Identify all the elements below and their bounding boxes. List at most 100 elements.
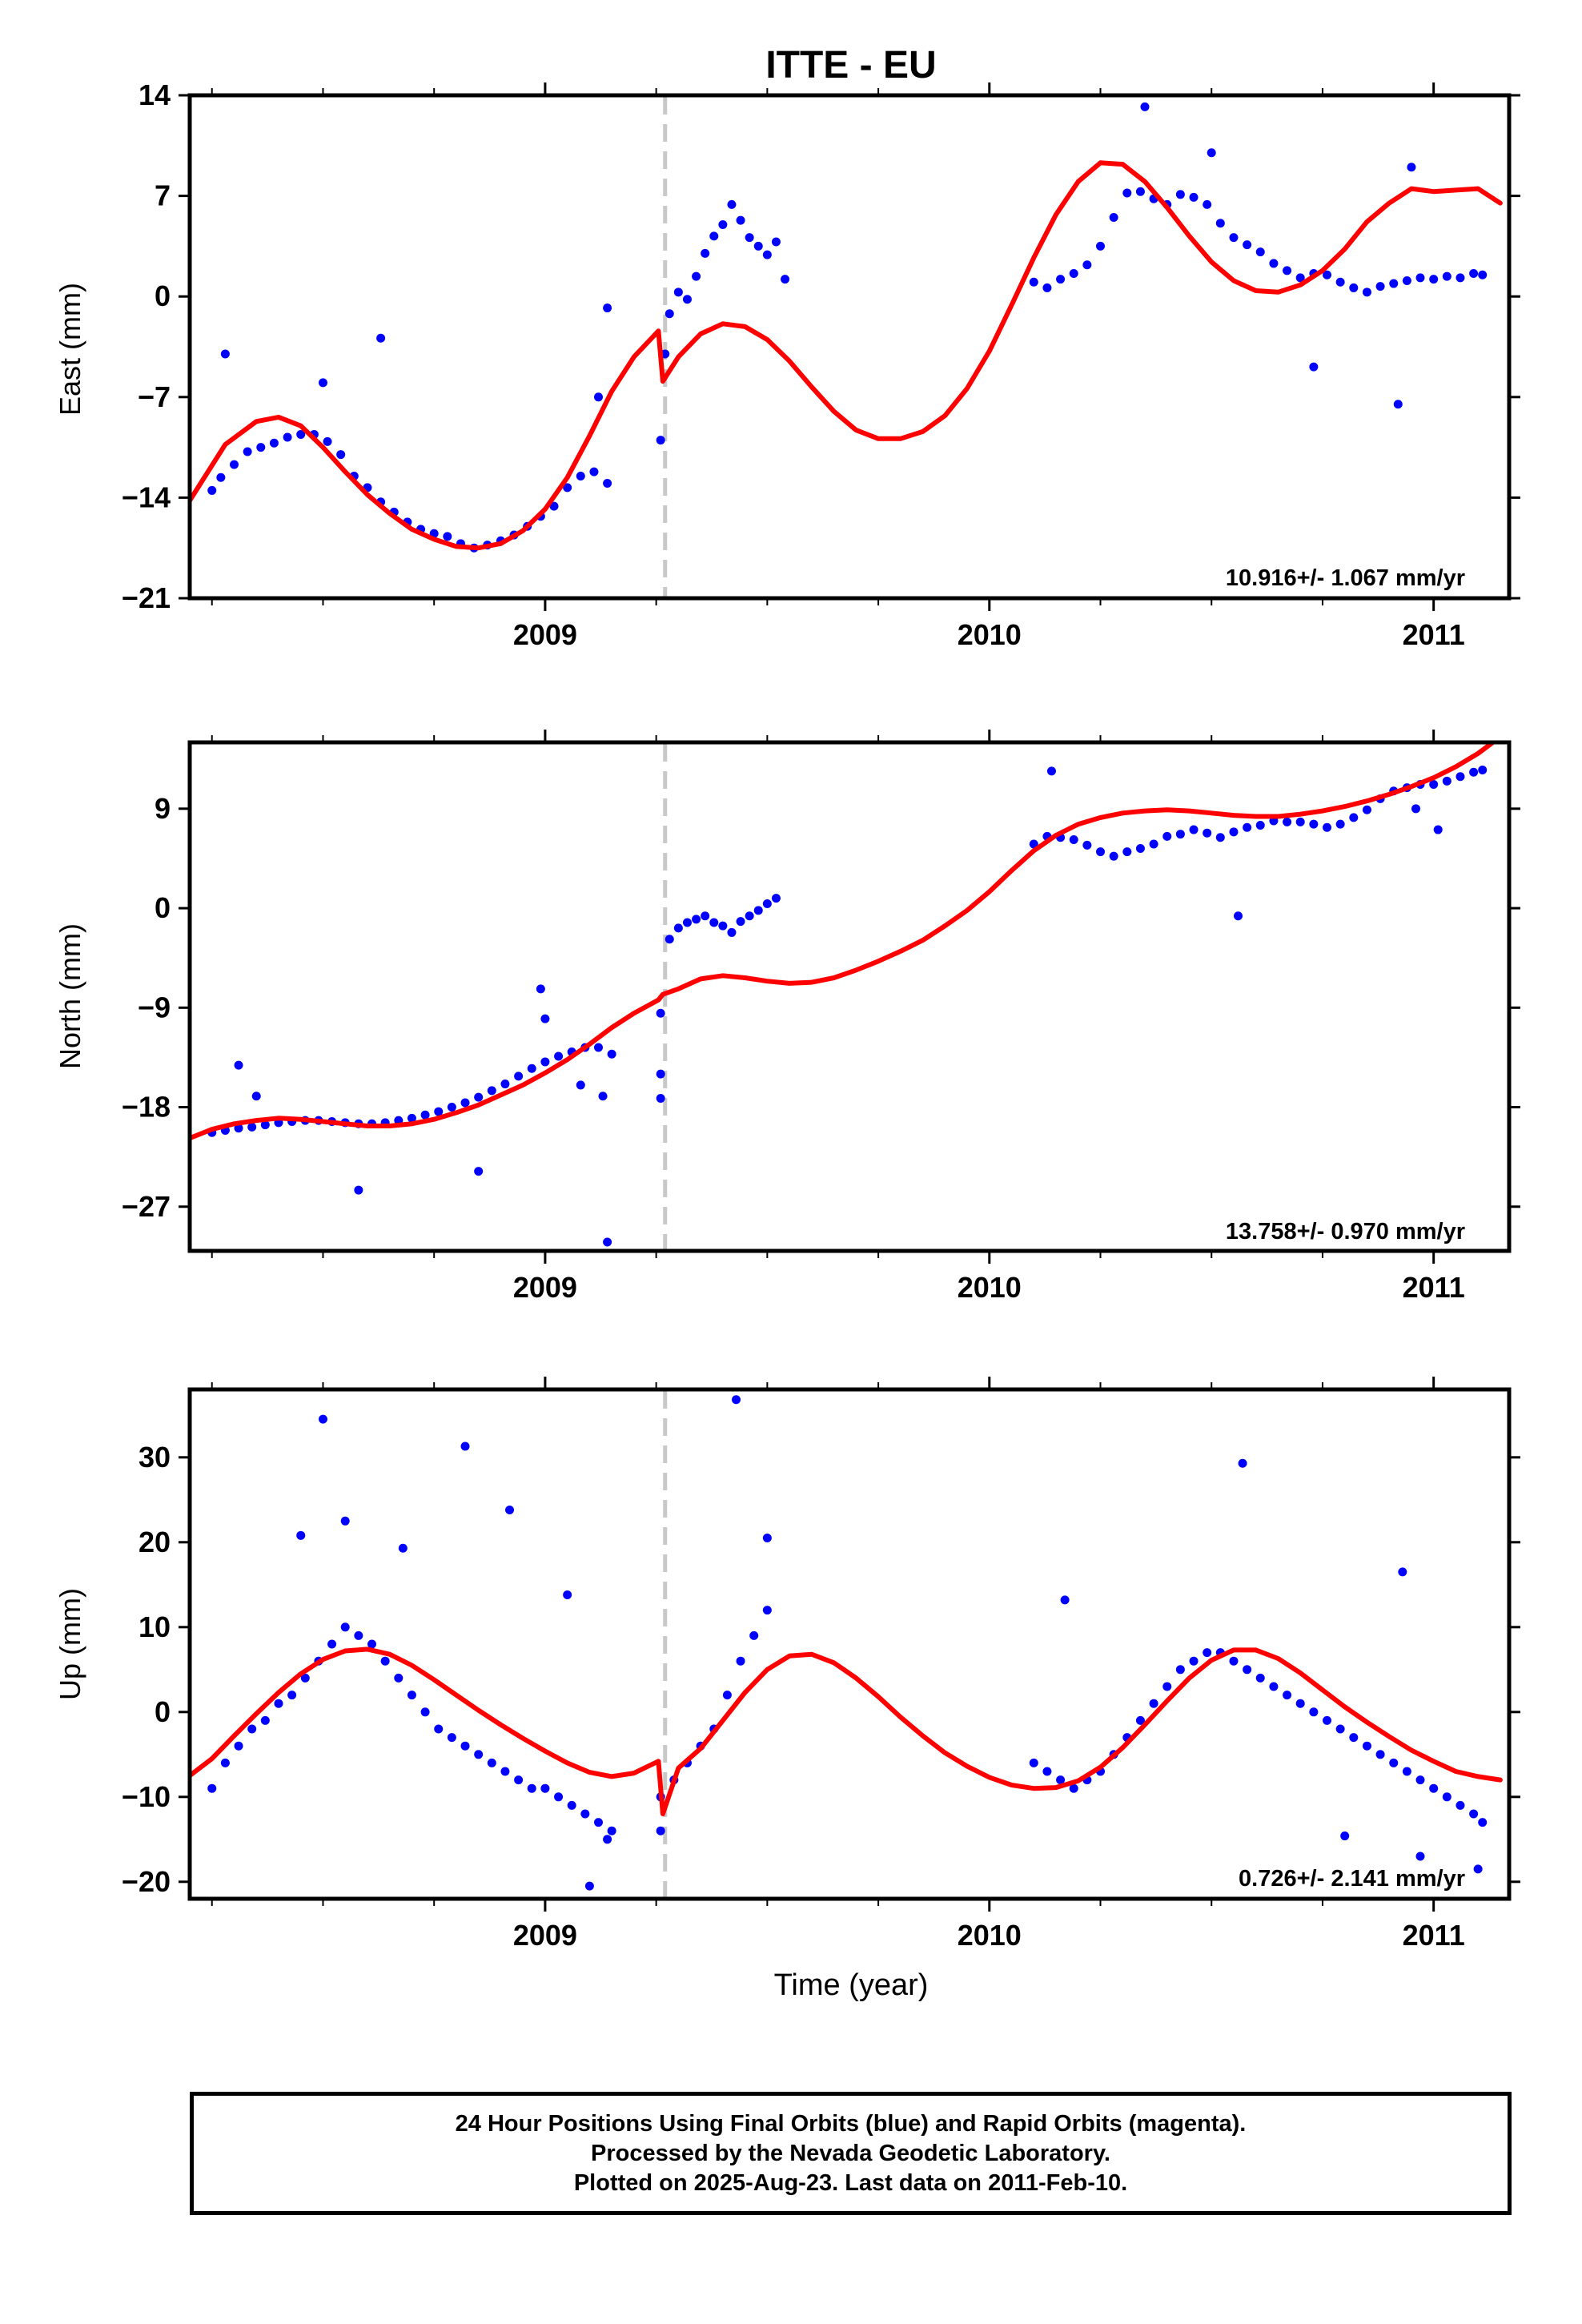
up-rate-label: 0.726+/- 2.141 mm/yr bbox=[1239, 1866, 1465, 1892]
north-data-point bbox=[1295, 817, 1305, 826]
east-data-point bbox=[701, 248, 710, 258]
up-data-point bbox=[749, 1630, 759, 1640]
north-data-point bbox=[354, 1185, 363, 1195]
east-data-point bbox=[673, 287, 683, 297]
up-data-point bbox=[540, 1783, 550, 1793]
east-data-point bbox=[1407, 163, 1416, 172]
north-data-point bbox=[1411, 804, 1420, 814]
up-data-point bbox=[1398, 1567, 1407, 1577]
up-ytick-label: −10 bbox=[122, 1780, 171, 1813]
north-ytick-label: 9 bbox=[155, 792, 171, 825]
east-data-point bbox=[1096, 241, 1106, 251]
north-frame bbox=[187, 740, 1512, 1253]
up-data-point bbox=[274, 1699, 283, 1708]
east-data-point bbox=[318, 378, 327, 388]
east-data-point bbox=[1140, 102, 1150, 111]
north-data-point bbox=[576, 1080, 585, 1090]
north-panel: North (mm) 13.758+/- 0.970 mm/yr 9 0 −9 −18… bbox=[54, 730, 1520, 1304]
north-ytick-label: −18 bbox=[122, 1091, 171, 1124]
up-data-point bbox=[260, 1715, 270, 1725]
east-data-point bbox=[745, 233, 754, 243]
east-data-point bbox=[753, 241, 763, 251]
up-data-point bbox=[1322, 1715, 1331, 1725]
up-data-point bbox=[1135, 1715, 1145, 1725]
east-data-point bbox=[1109, 213, 1118, 223]
north-data-point bbox=[682, 918, 692, 927]
north-data-point bbox=[527, 1063, 536, 1073]
east-data-point bbox=[1069, 268, 1078, 278]
north-data-point bbox=[1109, 851, 1118, 861]
up-xtick-label: 2011 bbox=[1403, 1919, 1465, 1952]
up-data-point bbox=[220, 1758, 230, 1767]
up-data-point bbox=[554, 1792, 564, 1802]
north-data-point bbox=[593, 1043, 603, 1052]
east-data-point bbox=[665, 309, 674, 319]
east-xtick-label: 2010 bbox=[958, 618, 1022, 651]
caption-line-3: Plotted on 2025-Aug-23. Last data on 201… bbox=[573, 2169, 1128, 2196]
north-ytick-label: 0 bbox=[155, 891, 171, 924]
up-data-point bbox=[1229, 1656, 1239, 1666]
north-data-point bbox=[1335, 819, 1345, 829]
north-data-point bbox=[1046, 766, 1056, 776]
up-data-point bbox=[394, 1673, 404, 1683]
north-data-point bbox=[1234, 911, 1243, 921]
up-data-point bbox=[398, 1543, 408, 1553]
east-data-point bbox=[336, 450, 346, 460]
up-data-point bbox=[1283, 1691, 1292, 1700]
north-data-point bbox=[1362, 805, 1371, 814]
east-data-point bbox=[1255, 247, 1265, 257]
east-data-point bbox=[1203, 199, 1212, 209]
up-data-point bbox=[1243, 1665, 1252, 1675]
east-ytick-label: −14 bbox=[122, 480, 171, 513]
north-data-point bbox=[656, 1069, 665, 1079]
north-data-point bbox=[1215, 833, 1225, 842]
north-data-point bbox=[407, 1113, 416, 1123]
up-data-point bbox=[318, 1414, 327, 1424]
north-rate-label: 13.758+/- 0.970 mm/yr bbox=[1226, 1219, 1465, 1244]
east-plot-area bbox=[190, 102, 1503, 553]
north-data-point bbox=[692, 915, 701, 924]
east-data-point bbox=[1456, 273, 1465, 283]
east-data-point bbox=[1042, 283, 1052, 292]
up-data-point bbox=[1056, 1775, 1066, 1785]
east-data-point bbox=[656, 436, 665, 445]
north-data-point bbox=[460, 1098, 470, 1108]
up-ytick-label: −20 bbox=[122, 1865, 171, 1898]
east-data-point bbox=[1402, 275, 1411, 285]
east-data-point bbox=[269, 438, 279, 448]
north-data-point bbox=[251, 1092, 261, 1101]
up-data-point bbox=[732, 1395, 741, 1405]
up-panel: Up (mm) 0.726+/- 2.141 mm/yr Time (year)… bbox=[54, 1377, 1520, 2002]
up-xtick-label: 2009 bbox=[513, 1919, 577, 1952]
east-data-point bbox=[1335, 277, 1345, 287]
up-data-point bbox=[460, 1741, 470, 1751]
up-data-point bbox=[607, 1826, 616, 1835]
north-xtick-label: 2009 bbox=[513, 1271, 577, 1304]
east-data-point bbox=[781, 275, 790, 284]
north-data-point bbox=[474, 1092, 484, 1102]
north-data-point bbox=[500, 1080, 510, 1089]
up-data-point bbox=[340, 1622, 350, 1632]
east-ytick-label: 0 bbox=[155, 279, 171, 312]
north-data-point bbox=[1082, 840, 1092, 850]
east-data-point bbox=[1442, 271, 1452, 281]
up-data-point bbox=[527, 1783, 536, 1793]
up-data-point bbox=[1335, 1724, 1345, 1734]
east-data-point bbox=[727, 199, 737, 209]
up-data-point bbox=[234, 1741, 243, 1751]
up-data-point bbox=[354, 1630, 363, 1640]
north-data-point bbox=[762, 899, 772, 909]
east-data-point bbox=[1269, 259, 1279, 268]
up-data-point bbox=[407, 1691, 416, 1700]
east-rate-label: 10.916+/- 1.067 mm/yr bbox=[1226, 565, 1465, 591]
east-data-point bbox=[682, 295, 692, 304]
up-data-point bbox=[514, 1775, 524, 1785]
east-data-point bbox=[216, 472, 226, 482]
east-data-point bbox=[563, 483, 572, 493]
east-data-point bbox=[1429, 275, 1439, 284]
up-data-point bbox=[762, 1606, 772, 1615]
up-data-point bbox=[1442, 1792, 1452, 1802]
up-data-point bbox=[327, 1639, 337, 1649]
east-data-point bbox=[1082, 260, 1092, 270]
east-data-point bbox=[220, 349, 230, 359]
